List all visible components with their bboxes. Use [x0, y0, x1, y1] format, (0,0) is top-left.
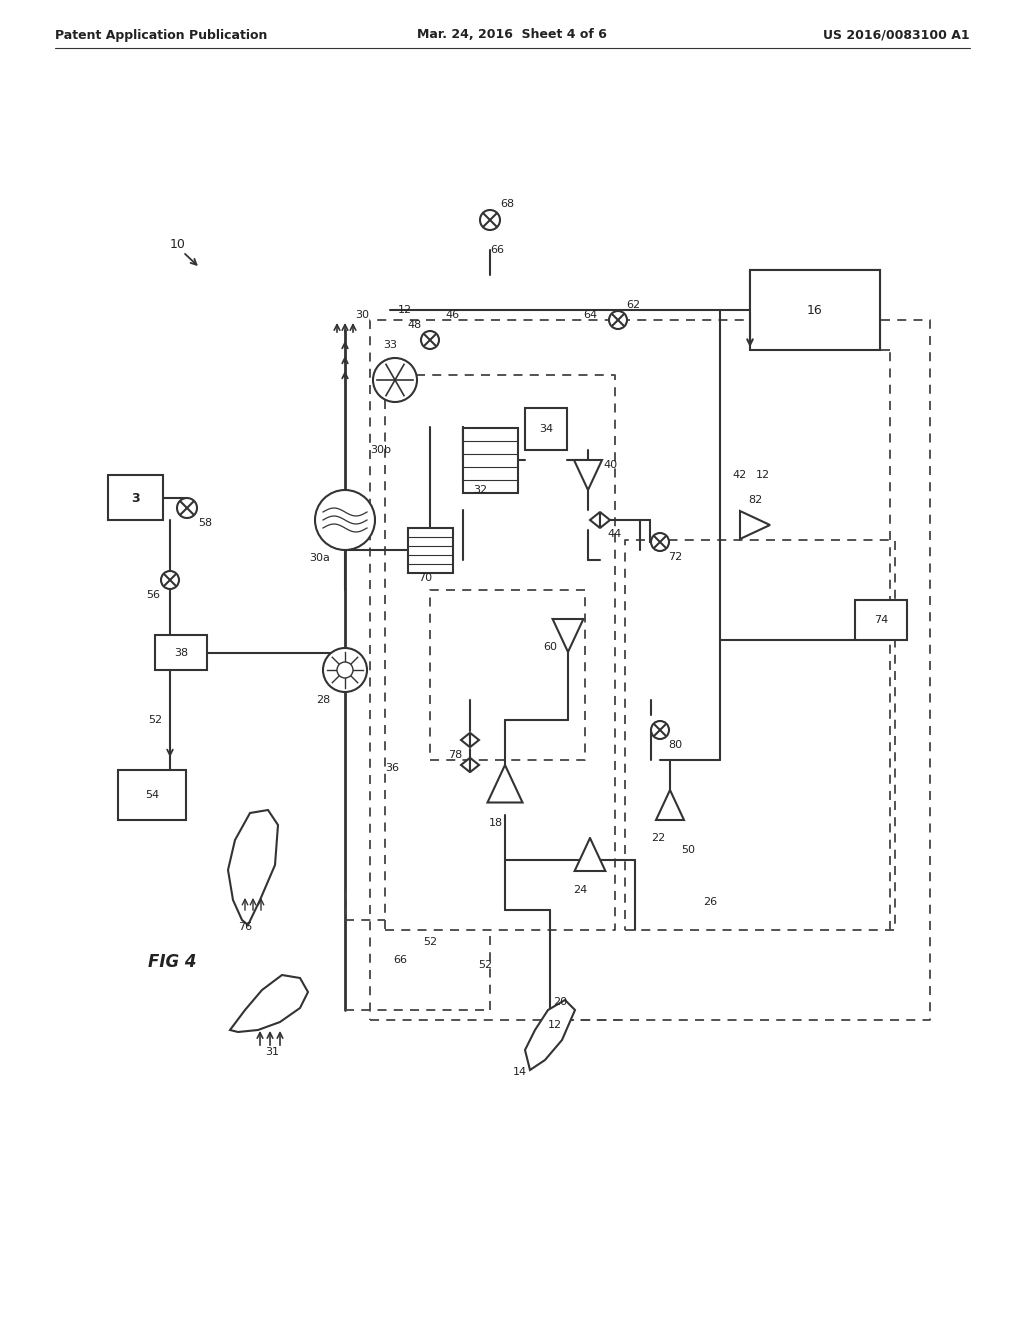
Text: 12: 12 — [756, 470, 770, 480]
Bar — [118, 770, 186, 820]
Polygon shape — [600, 512, 610, 528]
Polygon shape — [470, 733, 479, 747]
Text: 50: 50 — [681, 845, 695, 855]
Polygon shape — [487, 766, 522, 803]
Polygon shape — [656, 789, 684, 820]
Text: 62: 62 — [626, 300, 640, 310]
Text: 66: 66 — [490, 246, 504, 255]
Text: 60: 60 — [543, 642, 557, 652]
Text: 80: 80 — [668, 741, 682, 750]
Text: 12: 12 — [398, 305, 412, 315]
Text: Patent Application Publication: Patent Application Publication — [55, 29, 267, 41]
Text: 28: 28 — [315, 696, 330, 705]
Text: 31: 31 — [265, 1047, 279, 1057]
Text: 76: 76 — [238, 921, 252, 932]
Text: 33: 33 — [383, 341, 397, 350]
Polygon shape — [461, 758, 470, 772]
Text: 16: 16 — [807, 304, 823, 317]
Text: 70: 70 — [418, 573, 432, 583]
Text: 48: 48 — [408, 319, 422, 330]
Polygon shape — [461, 733, 470, 747]
Text: 42: 42 — [733, 470, 748, 480]
Text: 66: 66 — [393, 954, 407, 965]
Text: 12: 12 — [548, 1020, 562, 1030]
Text: 52: 52 — [478, 960, 493, 970]
Circle shape — [373, 358, 417, 403]
Text: Mar. 24, 2016  Sheet 4 of 6: Mar. 24, 2016 Sheet 4 of 6 — [417, 29, 607, 41]
Polygon shape — [574, 838, 605, 871]
Text: 40: 40 — [603, 459, 617, 470]
Polygon shape — [228, 810, 278, 925]
Circle shape — [323, 648, 367, 692]
Text: 52: 52 — [147, 715, 162, 725]
Bar — [155, 635, 207, 671]
Text: 38: 38 — [174, 648, 188, 657]
Text: 14: 14 — [513, 1067, 527, 1077]
Text: FIG 4: FIG 4 — [148, 953, 197, 972]
Circle shape — [177, 498, 197, 517]
Text: 54: 54 — [145, 789, 159, 800]
Circle shape — [315, 490, 375, 550]
Text: 36: 36 — [385, 763, 399, 774]
Circle shape — [161, 572, 179, 589]
Polygon shape — [230, 975, 308, 1032]
Bar — [463, 428, 517, 492]
Text: 32: 32 — [473, 484, 487, 495]
Circle shape — [421, 331, 439, 348]
Text: 34: 34 — [539, 424, 553, 434]
Text: 30b: 30b — [370, 445, 391, 455]
Circle shape — [609, 312, 627, 329]
Text: 52: 52 — [423, 937, 437, 946]
Bar — [108, 475, 163, 520]
Bar — [855, 601, 907, 640]
Text: 64: 64 — [583, 310, 597, 319]
Text: US 2016/0083100 A1: US 2016/0083100 A1 — [823, 29, 970, 41]
Text: 30a: 30a — [309, 553, 331, 564]
Text: 18: 18 — [488, 818, 503, 828]
Bar — [750, 271, 880, 350]
Text: 24: 24 — [572, 884, 587, 895]
Text: 3: 3 — [131, 491, 139, 504]
Circle shape — [480, 210, 500, 230]
Polygon shape — [470, 758, 479, 772]
Polygon shape — [740, 511, 770, 539]
Bar — [408, 528, 453, 573]
Text: 78: 78 — [447, 750, 462, 760]
Bar — [525, 408, 567, 450]
Circle shape — [651, 533, 669, 550]
Text: 20: 20 — [553, 997, 567, 1007]
Text: 44: 44 — [608, 529, 623, 539]
Circle shape — [651, 721, 669, 739]
Text: 82: 82 — [748, 495, 762, 506]
Polygon shape — [553, 619, 584, 652]
Text: 74: 74 — [873, 615, 888, 624]
Text: 46: 46 — [445, 310, 460, 319]
Text: 56: 56 — [146, 590, 160, 601]
Text: 58: 58 — [198, 517, 212, 528]
Text: 72: 72 — [668, 552, 682, 562]
Text: 26: 26 — [702, 898, 717, 907]
Polygon shape — [590, 512, 600, 528]
Text: 68: 68 — [500, 199, 514, 209]
Polygon shape — [574, 459, 602, 490]
Text: 30: 30 — [355, 310, 369, 319]
Text: 10: 10 — [170, 239, 186, 252]
Circle shape — [337, 663, 353, 678]
Polygon shape — [525, 1001, 575, 1071]
Text: 22: 22 — [651, 833, 666, 843]
